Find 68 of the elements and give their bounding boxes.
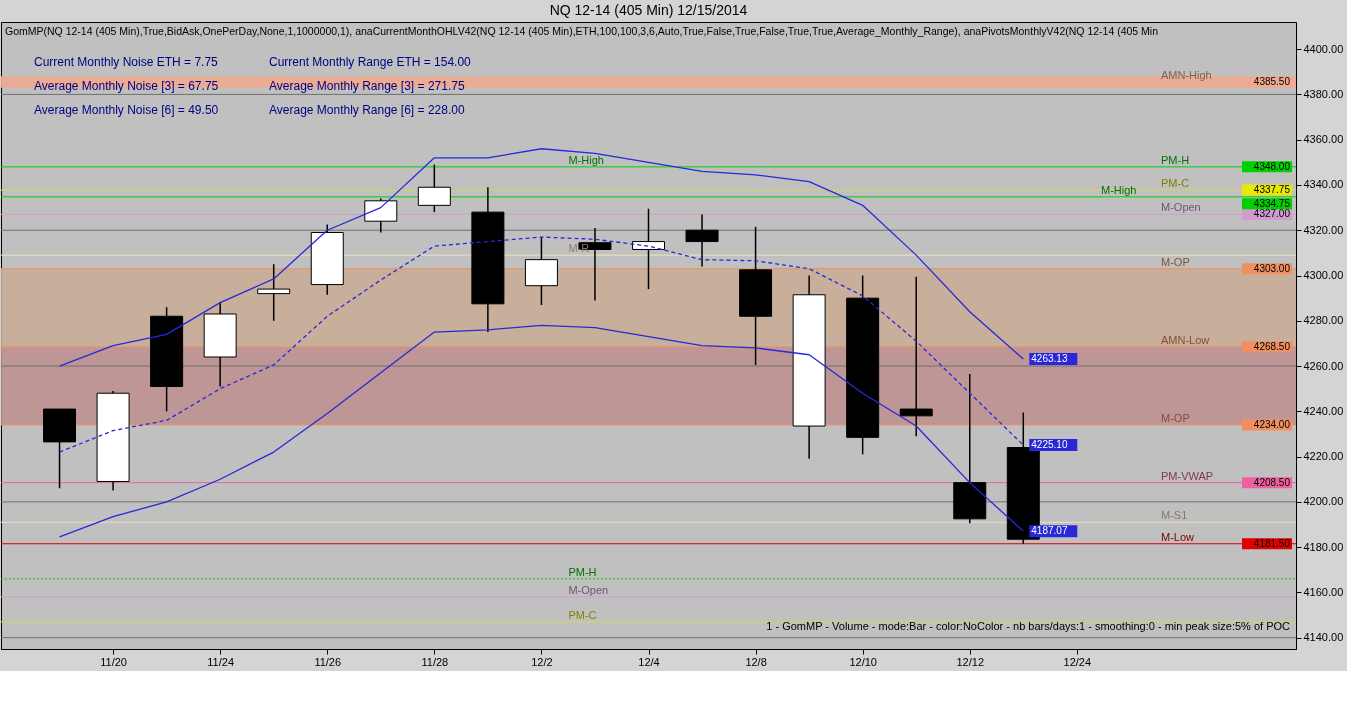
- annotation: AMN-High: [1161, 68, 1212, 81]
- y-tick-label: 4400.00: [1303, 42, 1344, 55]
- annotation: PM-C: [1161, 177, 1190, 190]
- annotation: M-OP: [1161, 255, 1190, 268]
- y-tick-label: 4240.00: [1303, 404, 1344, 417]
- annotation: GomMP(NQ 12-14 (405 Min),True,BidAsk,OnePerDay,None,1,1000000,1), anaCurrentMonthOHLV42(NQ 12-14 (405 Min),ETH,100,100,3,6,Auto,True,False,True,False,True,True,Average_Monthly_Range), anaPivotsMonthlyV42(NQ 12-14 (405 Min: [5, 25, 1159, 37]
- line-series: [58, 236, 1024, 453]
- y-tick-label: 4260.00: [1303, 359, 1344, 372]
- x-tick-label: 12/24: [1063, 655, 1092, 668]
- x-tick-label: 12/8: [745, 655, 767, 668]
- y-tick-label: 4300.00: [1303, 269, 1344, 282]
- annotation: Average Monthly Range [6] = 228.00: [269, 103, 465, 117]
- ref-line-label: 4303.00: [1253, 262, 1291, 274]
- annotation: M-OP: [1161, 411, 1190, 424]
- ref-line-label: 4181.50: [1253, 537, 1291, 549]
- x-tick-label: 12/2: [531, 655, 553, 668]
- line-series: [58, 148, 1024, 367]
- ref-line-label: 4337.75: [1253, 184, 1291, 196]
- candlestick: [257, 263, 291, 322]
- y-tick-label: 4380.00: [1303, 87, 1344, 100]
- annotation: AMN-Low: [1161, 333, 1210, 346]
- data-label: 4225.10: [1031, 439, 1068, 451]
- y-tick-label: 4220.00: [1303, 450, 1344, 463]
- ref-line-label: 4334.75: [1253, 197, 1291, 209]
- ref-line-label: 4348.00: [1253, 160, 1291, 172]
- annotation: M-Open: [1161, 201, 1201, 214]
- ref-line-label: 4268.50: [1253, 340, 1291, 352]
- chart-title: NQ 12-14 (405 Min) 12/15/2014: [549, 2, 748, 18]
- annotation: Average Monthly Range [3] = 271.75: [269, 79, 465, 93]
- candlestick: [632, 207, 665, 290]
- x-tick-label: 12/12: [956, 655, 985, 668]
- x-tick-label: 11/28: [421, 655, 449, 668]
- annotation: M-S1: [1161, 509, 1188, 522]
- ref-line-label: 4327.00: [1253, 208, 1291, 220]
- annotation: PM-C: [568, 608, 597, 621]
- annotation: PM-VWAP: [1161, 469, 1214, 482]
- annotation: Average Monthly Noise [3] = 67.75: [34, 79, 219, 93]
- annotation: M-High: [568, 153, 604, 166]
- annotation: M-High: [1101, 183, 1137, 196]
- annotation: Current Monthly Noise ETH = 7.75: [34, 55, 219, 69]
- ref-line-label: 4208.50: [1253, 476, 1291, 488]
- annotation: M-Open: [568, 583, 609, 596]
- data-label: 4263.13: [1031, 352, 1068, 364]
- y-tick-label: 4340.00: [1303, 178, 1344, 191]
- y-tick-label: 4140.00: [1303, 631, 1344, 644]
- x-tick-label: 11/20: [100, 655, 127, 668]
- y-tick-label: 4280.00: [1303, 314, 1344, 327]
- y-tick-label: 4320.00: [1303, 223, 1344, 236]
- annotation: Current Monthly Range ETH = 154.00: [269, 55, 472, 69]
- annotation: 1 - GomMP - Volume - mode:Bar - color:NoColor - nb bars/days:1 - smoothing:0 - min peak size:5% of POC: [766, 620, 1291, 632]
- annotation: PM-H: [1161, 153, 1190, 166]
- y-tick-label: 4180.00: [1303, 540, 1344, 553]
- annotation: M-Low: [1161, 530, 1195, 543]
- ref-line-label: 4234.00: [1253, 418, 1291, 430]
- x-tick-label: 12/10: [849, 655, 877, 668]
- annotation: PM-H: [568, 565, 597, 578]
- x-tick-label: 11/26: [314, 655, 342, 668]
- data-label: 4187.07: [1031, 525, 1068, 537]
- annotation: Average Monthly Noise [6] = 49.50: [34, 103, 219, 117]
- x-tick-label: 12/4: [638, 655, 660, 668]
- y-tick-label: 4360.00: [1303, 133, 1344, 146]
- line-series: [58, 324, 1024, 538]
- ref-line-label: 4385.50: [1253, 75, 1291, 87]
- y-tick-label: 4200.00: [1303, 495, 1344, 508]
- annotation: M-R: [568, 242, 590, 255]
- x-tick-label: 11/24: [207, 655, 235, 668]
- y-tick-label: 4160.00: [1303, 585, 1344, 598]
- candlestick: [899, 275, 933, 437]
